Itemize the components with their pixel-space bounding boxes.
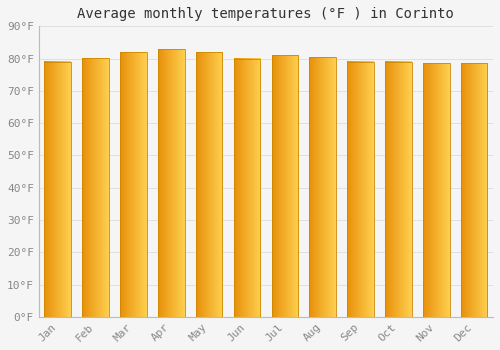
Bar — [158, 49, 184, 317]
Bar — [272, 55, 298, 317]
Bar — [310, 57, 336, 317]
Bar — [423, 63, 450, 317]
Bar — [234, 58, 260, 317]
Bar — [82, 58, 109, 317]
Bar — [348, 62, 374, 317]
Bar — [120, 52, 146, 317]
Title: Average monthly temperatures (°F ) in Corinto: Average monthly temperatures (°F ) in Co… — [78, 7, 454, 21]
Bar — [44, 62, 71, 317]
Bar — [385, 62, 411, 317]
Bar — [461, 63, 487, 317]
Bar — [196, 52, 222, 317]
